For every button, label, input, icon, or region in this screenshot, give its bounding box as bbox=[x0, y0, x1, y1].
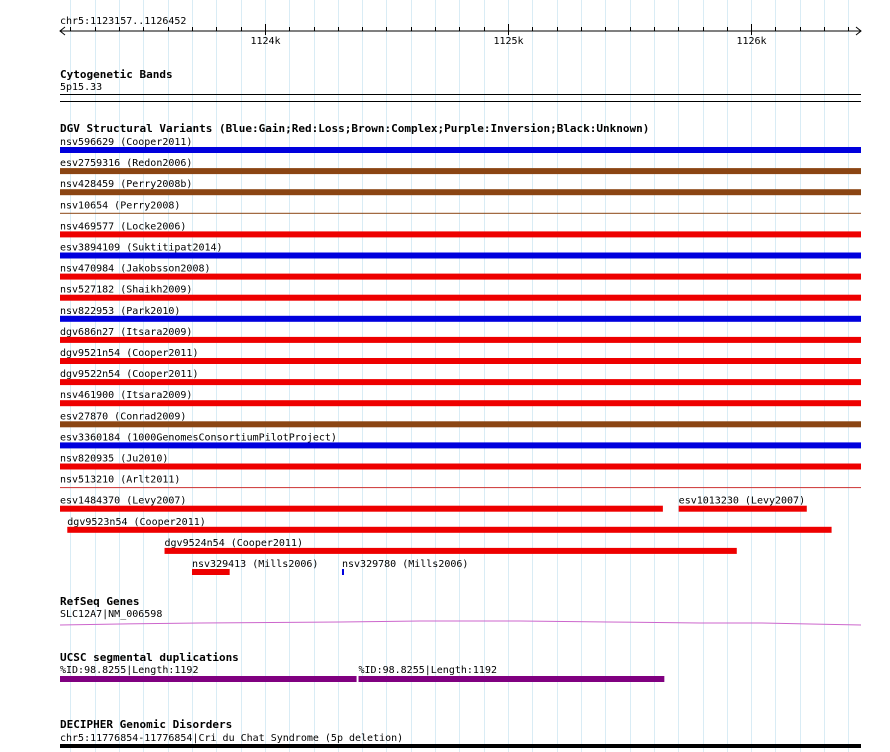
ruler-right-arrow-icon bbox=[855, 26, 862, 36]
segdup-track: UCSC segmental duplications %ID:98.8255|… bbox=[60, 651, 665, 682]
dgv-variant-label[interactable]: esv1484370 (Levy2007) bbox=[60, 496, 186, 507]
cytoband-track-title: Cytogenetic Bands bbox=[60, 68, 173, 81]
dgv-variant-label[interactable]: nsv428459 (Perry2008b) bbox=[60, 179, 192, 190]
dgv-variant-bar[interactable] bbox=[164, 547, 737, 554]
dgv-variant-bar[interactable] bbox=[60, 147, 861, 153]
refseq-track: RefSeq Genes SLC12A7|NM_006598 bbox=[59, 595, 862, 626]
dgv-variant-bar[interactable] bbox=[60, 421, 861, 428]
decipher-track-title: DECIPHER Genomic Disorders bbox=[60, 718, 232, 731]
dgv-variant-label[interactable]: dgv9523n54 (Cooper2011) bbox=[67, 517, 205, 528]
ruler-range-label: chr5:1123157..1126452 bbox=[60, 16, 186, 27]
dgv-track-title: DGV Structural Variants (Blue:Gain;Red:L… bbox=[60, 122, 649, 135]
segdup-feature-label[interactable]: %ID:98.8255|Length:1192 bbox=[60, 665, 198, 676]
dgv-variant-bar[interactable] bbox=[67, 526, 832, 533]
dgv-variant-label[interactable]: nsv461900 (Itsara2009) bbox=[60, 390, 192, 401]
dgv-variant-bar[interactable] bbox=[192, 569, 230, 575]
dgv-variant-label[interactable]: dgv9524n54 (Cooper2011) bbox=[165, 538, 303, 549]
cytoband-track: Cytogenetic Bands 5p15.33 bbox=[60, 68, 861, 102]
ruler-tick-label: 1125k bbox=[493, 36, 523, 47]
dgv-variant-label[interactable]: esv3894109 (Suktitipat2014) bbox=[60, 243, 223, 254]
segdup-feature-bar[interactable] bbox=[60, 676, 357, 682]
decipher-track: DECIPHER Genomic Disorders chr5:11776854… bbox=[60, 718, 861, 748]
dgv-variant-bar[interactable] bbox=[60, 379, 861, 386]
segdup-feature-bar[interactable] bbox=[358, 676, 665, 682]
dgv-variant-label[interactable]: dgv9522n54 (Cooper2011) bbox=[60, 369, 198, 380]
ruler-left-arrow-icon bbox=[59, 26, 66, 36]
dgv-variant-bar[interactable] bbox=[60, 315, 861, 322]
dgv-variant-bar[interactable] bbox=[60, 336, 861, 343]
dgv-variant-bar[interactable] bbox=[60, 358, 861, 364]
segdup-features: %ID:98.8255|Length:1192 %ID:98.8255|Lengt… bbox=[60, 665, 665, 682]
dgv-variant-bar[interactable] bbox=[678, 505, 807, 512]
ruler-ticks: 1124k 1125k 1126k bbox=[70, 24, 849, 47]
dgv-features: nsv596629 (Cooper2011) esv2759316 (Redon2… bbox=[60, 137, 861, 575]
dgv-variant-bar[interactable] bbox=[60, 463, 861, 470]
dgv-variant-bar[interactable] bbox=[60, 505, 663, 512]
segdup-track-title: UCSC segmental duplications bbox=[60, 651, 239, 664]
dgv-variant-label[interactable]: nsv820935 (Ju2010) bbox=[60, 454, 168, 465]
dgv-variant-label[interactable]: esv1013230 (Levy2007) bbox=[679, 496, 805, 507]
dgv-variant-label[interactable]: nsv329413 (Mills2006) bbox=[192, 559, 318, 570]
dgv-variant-label[interactable]: nsv822953 (Park2010) bbox=[60, 306, 180, 317]
ruler-tick-label: 1126k bbox=[736, 36, 766, 47]
dgv-variant-bar[interactable] bbox=[341, 569, 344, 575]
grid-lines bbox=[70, 0, 849, 752]
dgv-variant-bar[interactable] bbox=[60, 400, 861, 407]
refseq-gene-label: SLC12A7|NM_006598 bbox=[60, 609, 162, 620]
dgv-variant-bar[interactable] bbox=[60, 212, 861, 214]
dgv-variant-bar[interactable] bbox=[60, 294, 861, 301]
dgv-variant-label[interactable]: dgv9521n54 (Cooper2011) bbox=[60, 348, 198, 359]
dgv-variant-label[interactable]: nsv10654 (Perry2008) bbox=[60, 200, 180, 211]
dgv-variant-bar[interactable] bbox=[60, 231, 861, 238]
dgv-variant-label[interactable]: nsv527182 (Shaikh2009) bbox=[60, 285, 192, 296]
dgv-track: DGV Structural Variants (Blue:Gain;Red:L… bbox=[60, 122, 861, 575]
dgv-variant-label[interactable]: nsv596629 (Cooper2011) bbox=[60, 137, 192, 148]
cytoband-label: 5p15.33 bbox=[60, 82, 102, 93]
dgv-variant-label[interactable]: dgv686n27 (Itsara2009) bbox=[60, 327, 192, 338]
dgv-variant-label[interactable]: nsv470984 (Jakobsson2008) bbox=[60, 264, 211, 275]
dgv-variant-bar[interactable] bbox=[60, 273, 861, 280]
dgv-variant-bar[interactable] bbox=[60, 442, 861, 449]
decipher-feature-label: chr5:11776854-11776854|Cri du Chat Syndr… bbox=[60, 733, 403, 744]
dgv-variant-label[interactable]: esv27870 (Conrad2009) bbox=[60, 411, 186, 422]
dgv-variant-bar[interactable] bbox=[60, 252, 861, 259]
dgv-variant-bar[interactable] bbox=[60, 189, 861, 196]
dgv-variant-bar[interactable] bbox=[60, 168, 861, 175]
dgv-variant-label[interactable]: nsv469577 (Locke2006) bbox=[60, 221, 186, 232]
decipher-feature-bar bbox=[60, 744, 861, 748]
dgv-variant-label[interactable]: nsv513210 (Arlt2011) bbox=[60, 475, 180, 486]
dgv-variant-bar[interactable] bbox=[60, 487, 861, 489]
refseq-gene-line bbox=[59, 620, 862, 626]
ruler: chr5:1123157..1126452 1124k 1125k 1126k bbox=[59, 16, 862, 47]
dgv-variant-label[interactable]: nsv329780 (Mills2006) bbox=[342, 559, 468, 570]
dgv-variant-label[interactable]: esv3360184 (1000GenomesConsortiumPilotPr… bbox=[60, 432, 337, 443]
refseq-track-title: RefSeq Genes bbox=[60, 595, 139, 608]
segdup-feature-label[interactable]: %ID:98.8255|Length:1192 bbox=[359, 665, 497, 676]
ruler-tick-label: 1124k bbox=[250, 36, 280, 47]
dgv-variant-label[interactable]: esv2759316 (Redon2006) bbox=[60, 158, 192, 169]
